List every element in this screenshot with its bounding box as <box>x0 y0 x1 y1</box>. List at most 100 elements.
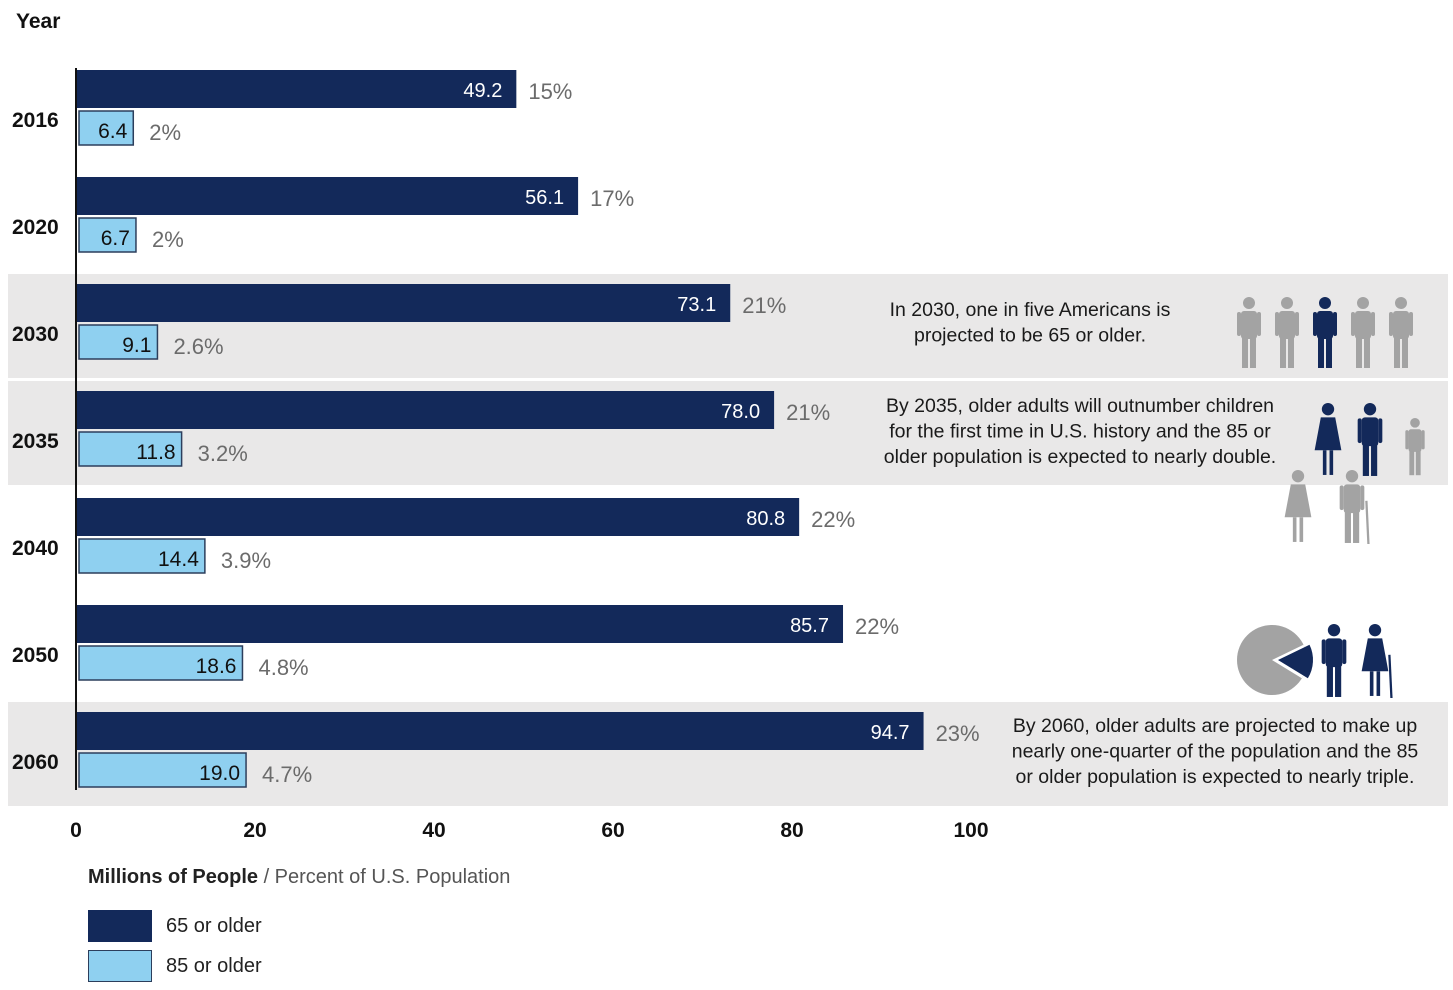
category-label-2060: 2060 <box>12 751 59 774</box>
bar-85-2060 <box>78 752 247 788</box>
child-icon <box>1405 418 1425 476</box>
value-label-65-2020: 56.1 <box>525 187 564 209</box>
value-label-65-2016: 49.2 <box>463 80 502 102</box>
legend-title-rest: / Percent of U.S. Population <box>258 866 511 888</box>
bar-85-2040 <box>78 538 206 574</box>
older-man-icon-torso <box>1325 638 1343 668</box>
person-icon-leg-r <box>1326 338 1332 368</box>
woman-icon-head <box>1321 403 1335 416</box>
person-icon-leg-l <box>1356 338 1362 368</box>
woman-icon-dress <box>1314 417 1342 451</box>
person-icon-arm-r <box>1333 312 1337 336</box>
bar-65-2040 <box>76 498 800 536</box>
man-icon-head <box>1363 403 1377 416</box>
bar-65-2020 <box>76 177 579 215</box>
illustration-icons <box>1237 297 1425 699</box>
child-icon-head <box>1410 418 1420 428</box>
elderly-woman-icon-leg-l <box>1292 517 1297 542</box>
child-icon-arm-r <box>1421 430 1425 450</box>
legend-item-85: 85 or older <box>88 947 510 985</box>
person-icon <box>1351 297 1375 368</box>
value-label-85-2040: 14.4 <box>158 548 199 571</box>
percent-label-85-2040: 3.9% <box>221 548 271 573</box>
person-icon-torso <box>1279 311 1295 339</box>
person-icon <box>1275 297 1299 368</box>
value-label-85-2060: 19.0 <box>199 762 240 785</box>
bar-65-2035 <box>76 391 775 429</box>
elderly-man-icon-torso <box>1343 484 1361 514</box>
pie-and-couple-icon <box>1237 624 1393 699</box>
annotation-2035-line: older population is expected to nearly d… <box>884 446 1276 468</box>
bar-65-2016 <box>76 70 517 108</box>
category-label-2020: 2020 <box>12 216 59 239</box>
person-icon-leg-r <box>1288 338 1294 368</box>
percent-label-65-2060: 23% <box>936 721 980 746</box>
percent-label-65-2016: 15% <box>528 79 572 104</box>
older-woman-icon-dress <box>1361 638 1389 672</box>
category-label-2030: 2030 <box>12 323 59 346</box>
value-label-85-2035: 11.8 <box>136 441 175 464</box>
elderly-woman-icon <box>1284 470 1312 542</box>
value-label-85-2016: 6.4 <box>98 120 128 143</box>
value-label-85-2050: 18.6 <box>196 655 237 678</box>
older-man-icon <box>1321 624 1347 697</box>
annotation-2035-line: for the first time in U.S. history and t… <box>889 421 1271 443</box>
older-woman-icon <box>1361 624 1393 699</box>
value-label-85-2030: 9.1 <box>122 334 151 357</box>
person-icon-torso <box>1317 311 1333 339</box>
annotation-2035-line: By 2035, older adults will outnumber chi… <box>886 395 1274 417</box>
older-man-icon-head <box>1327 624 1341 637</box>
elderly-man-icon <box>1339 470 1370 545</box>
legend-label-65: 65 or older <box>166 914 262 937</box>
value-label-65-2030: 73.1 <box>677 294 716 316</box>
percent-label-85-2060: 4.7% <box>262 762 312 787</box>
older-woman-icon-cane <box>1388 654 1393 699</box>
annotation-2060-line: nearly one-quarter of the population and… <box>1012 741 1419 763</box>
legend-swatch-light <box>88 950 152 982</box>
person-icon-leg-l <box>1394 338 1400 368</box>
value-label-65-2050: 85.7 <box>790 615 829 637</box>
older-man-icon-arm-r <box>1342 639 1347 665</box>
value-label-65-2040: 80.8 <box>746 508 785 530</box>
percent-label-85-2016: 2% <box>149 120 181 145</box>
man-icon <box>1357 403 1383 476</box>
x-tick-label: 80 <box>780 819 803 842</box>
person-icon-leg-l <box>1318 338 1324 368</box>
person-icon-torso <box>1355 311 1371 339</box>
woman-icon-leg-r <box>1329 450 1334 475</box>
bar-65-2050 <box>76 605 844 643</box>
percent-label-65-2050: 22% <box>855 614 899 639</box>
percent-label-85-2020: 2% <box>152 227 184 252</box>
older-woman-icon-head <box>1368 624 1382 637</box>
person-icon-arm-l <box>1351 312 1355 336</box>
elderly-man-icon-cane <box>1365 500 1370 545</box>
legend: Millions of People / Percent of U.S. Pop… <box>88 866 510 985</box>
elderly-man-icon-arm-l <box>1339 485 1344 511</box>
value-label-65-2035: 78.0 <box>721 401 760 423</box>
child-icon-torso <box>1408 429 1422 452</box>
person-icon-head <box>1395 297 1407 309</box>
bar-85-2016 <box>78 110 135 146</box>
elderly-man-icon-arm-r <box>1360 485 1365 511</box>
child-icon-arm-l <box>1405 430 1409 450</box>
child-icon-leg-r <box>1415 451 1421 476</box>
person-icon-head <box>1319 297 1331 309</box>
annotation-2030-line: projected to be 65 or older. <box>914 325 1146 347</box>
older-woman-icon-leg-r <box>1376 671 1381 696</box>
elderly-man-icon-head <box>1345 470 1359 483</box>
person-icon-leg-r <box>1364 338 1370 368</box>
category-label-2050: 2050 <box>12 644 59 667</box>
person-icon-leg-l <box>1242 338 1248 368</box>
person-icon-torso <box>1241 311 1257 339</box>
person-icon-leg-r <box>1402 338 1408 368</box>
person-icon-arm-l <box>1389 312 1393 336</box>
percent-label-85-2030: 2.6% <box>173 334 223 359</box>
older-woman-icon-leg-l <box>1369 671 1374 696</box>
bar-65-2060 <box>76 712 924 750</box>
legend-label-85: 85 or older <box>166 954 262 977</box>
older-man-icon-leg-l <box>1326 666 1333 697</box>
person-icon-arm-r <box>1409 312 1413 336</box>
percent-label-65-2030: 21% <box>742 293 786 318</box>
legend-swatch-dark <box>88 910 152 942</box>
